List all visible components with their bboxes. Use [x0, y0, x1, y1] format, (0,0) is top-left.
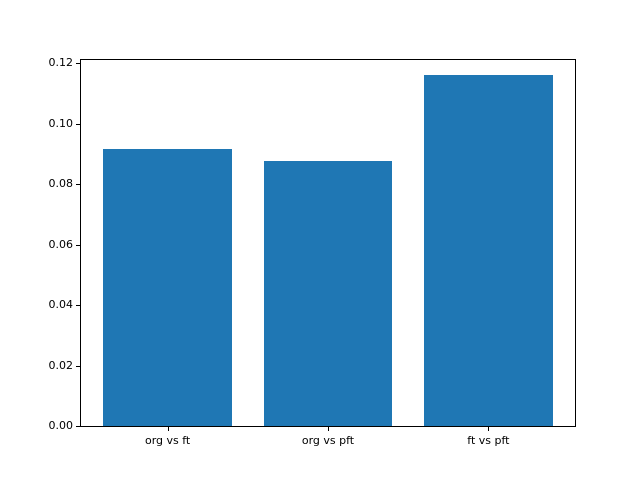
- bar-org-vs-pft: [263, 161, 393, 426]
- y-tick-label: 0.12: [48, 56, 74, 70]
- plot-area: [80, 59, 576, 427]
- bar-ft-vs-pft: [424, 75, 553, 426]
- y-tick-mark: [76, 63, 80, 65]
- y-tick-label: 0.10: [48, 116, 74, 130]
- y-tick-label: 0.08: [48, 177, 74, 191]
- y-tick-mark: [76, 426, 80, 427]
- y-tick-mark: [76, 365, 80, 367]
- y-tick-mark: [76, 244, 80, 246]
- y-tick-label: 0.06: [48, 237, 74, 251]
- y-tick-label: 0.04: [48, 298, 74, 311]
- x-tick-mark: [167, 427, 169, 431]
- y-tick-label: 0.00: [48, 419, 74, 432]
- y-tick-mark: [76, 123, 80, 125]
- x-tick-label: ft vs pft: [467, 434, 510, 447]
- y-tick-mark: [76, 184, 80, 186]
- y-tick-mark: [76, 305, 80, 306]
- x-tick-label: org vs pft: [301, 434, 355, 447]
- x-tick-mark: [328, 427, 329, 431]
- bar-org-vs-ft: [103, 149, 232, 426]
- x-tick-mark: [488, 427, 490, 431]
- x-tick-label: org vs ft: [144, 434, 191, 447]
- y-tick-label: 0.02: [48, 358, 74, 372]
